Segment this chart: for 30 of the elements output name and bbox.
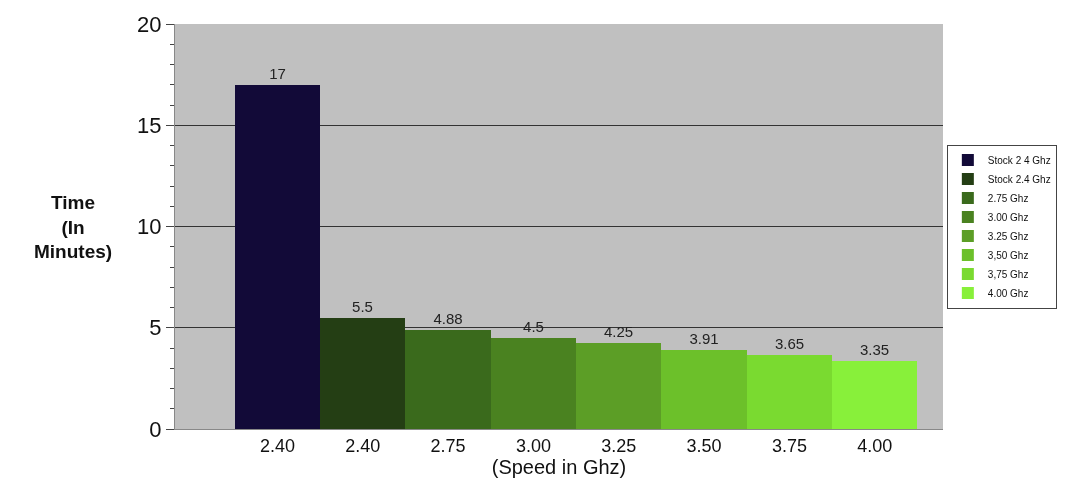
- data-label: 3.65: [774, 335, 805, 352]
- legend-label: 4.00 Ghz: [987, 287, 1029, 299]
- x-axis-title: (Speed in Ghz): [491, 455, 627, 478]
- x-tick-label: 3.50: [686, 435, 722, 456]
- y-tick-label: 15: [137, 112, 162, 138]
- x-tick-label: 2.40: [345, 435, 381, 456]
- data-label: 5.5: [352, 298, 373, 315]
- legend-label: 2.75 Ghz: [987, 192, 1029, 204]
- legend-label: 3.25 Ghz: [987, 230, 1029, 242]
- x-tick-label: 3.25: [601, 435, 637, 456]
- x-tick-label: 2.40: [259, 435, 295, 456]
- legend-label: Stock 2.4 Ghz: [987, 173, 1051, 185]
- data-label: 3.35: [859, 341, 890, 358]
- legend-label: 3,50 Ghz: [987, 249, 1029, 261]
- data-label: 4.88: [433, 310, 463, 327]
- y-tick-label: 5: [149, 315, 162, 341]
- x-tick-label: 4.00: [857, 435, 893, 456]
- y-tick-label: 20: [137, 11, 162, 37]
- legend-label: 3,75 Ghz: [987, 268, 1029, 280]
- y-tick-label: 0: [149, 416, 162, 442]
- legend-label: 3.00 Ghz: [987, 211, 1029, 223]
- data-label: 4.25: [603, 323, 634, 340]
- y-tick-label: 10: [137, 214, 162, 240]
- data-label: 17: [269, 65, 286, 82]
- legend-label: Stock 2 4 Ghz: [987, 154, 1051, 166]
- x-tick-label: 2.75: [430, 435, 466, 456]
- x-tick-label: 3.75: [771, 435, 807, 456]
- y-axis-title: Time (In Minutes): [34, 192, 113, 263]
- x-tick-label: 3.00: [515, 435, 551, 456]
- data-label: 3.91: [689, 330, 719, 347]
